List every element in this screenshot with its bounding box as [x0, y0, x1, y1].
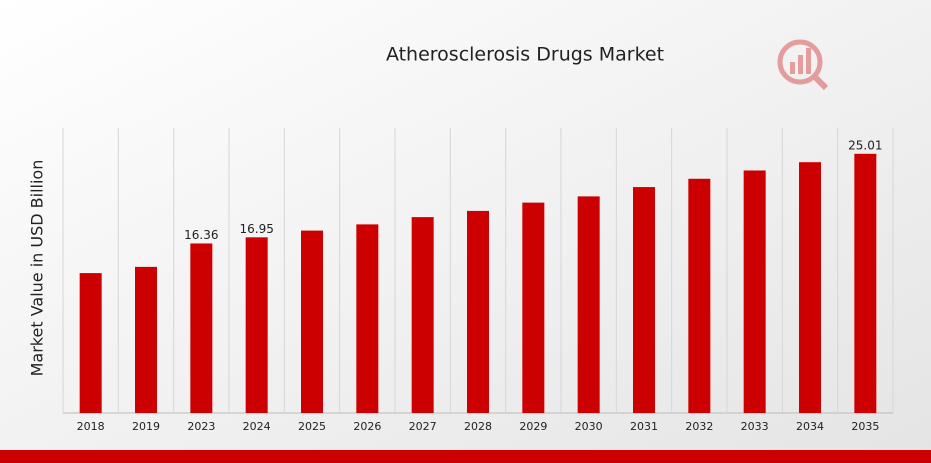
- bar: [411, 217, 434, 413]
- bar: [301, 230, 323, 413]
- bar: [356, 224, 379, 413]
- footer-stripe: [0, 450, 931, 463]
- bar: [467, 210, 489, 413]
- logo: [777, 39, 829, 91]
- bar: [245, 237, 268, 413]
- x-tick-label: 2024: [243, 420, 271, 433]
- bar: [688, 178, 711, 413]
- x-tick-label: 2032: [685, 420, 713, 433]
- bar: [799, 162, 821, 413]
- value-label: 16.36: [184, 228, 218, 242]
- x-tick-label: 2035: [851, 420, 879, 433]
- x-tick-label: 2027: [409, 420, 437, 433]
- bar: [79, 273, 102, 413]
- bar: [135, 266, 157, 413]
- x-tick-label: 2023: [187, 420, 215, 433]
- x-tick-label: 2018: [77, 420, 105, 433]
- x-tick-label: 2025: [298, 420, 326, 433]
- x-tick-label: 2029: [519, 420, 547, 433]
- bar: [577, 196, 600, 413]
- bar: [522, 202, 545, 413]
- value-label: 16.95: [239, 222, 273, 236]
- x-tick-label: 2019: [132, 420, 160, 433]
- chart-title: Atherosclerosis Drugs Market: [386, 44, 664, 66]
- bar: [633, 187, 655, 413]
- y-axis-label: Market Value in USD Billion: [28, 160, 47, 377]
- x-tick-label: 2026: [353, 420, 381, 433]
- x-tick-label: 2030: [575, 420, 603, 433]
- x-tick-label: 2031: [630, 420, 658, 433]
- x-tick-label: 2034: [796, 420, 824, 433]
- bar: [190, 243, 213, 413]
- x-tick-label: 2033: [741, 420, 769, 433]
- x-tick-label: 2028: [464, 420, 492, 433]
- bar: [854, 153, 877, 413]
- bar: [743, 170, 766, 413]
- value-label: 25.01: [848, 138, 882, 152]
